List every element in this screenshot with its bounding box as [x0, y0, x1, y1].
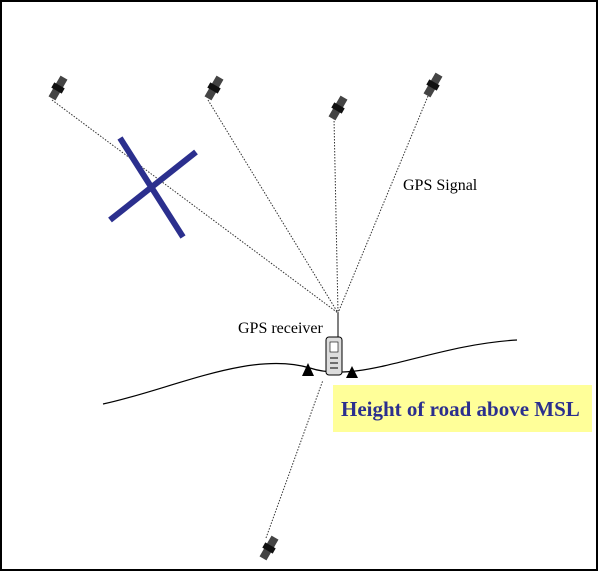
- receiver-label: GPS receiver: [238, 320, 324, 337]
- signal-label: GPS Signal: [403, 177, 478, 194]
- diagram: GPS Signal GPS receiver Height of road a…: [0, 0, 599, 572]
- height-label: Height of road above MSL: [341, 397, 580, 421]
- frame: [1, 1, 597, 570]
